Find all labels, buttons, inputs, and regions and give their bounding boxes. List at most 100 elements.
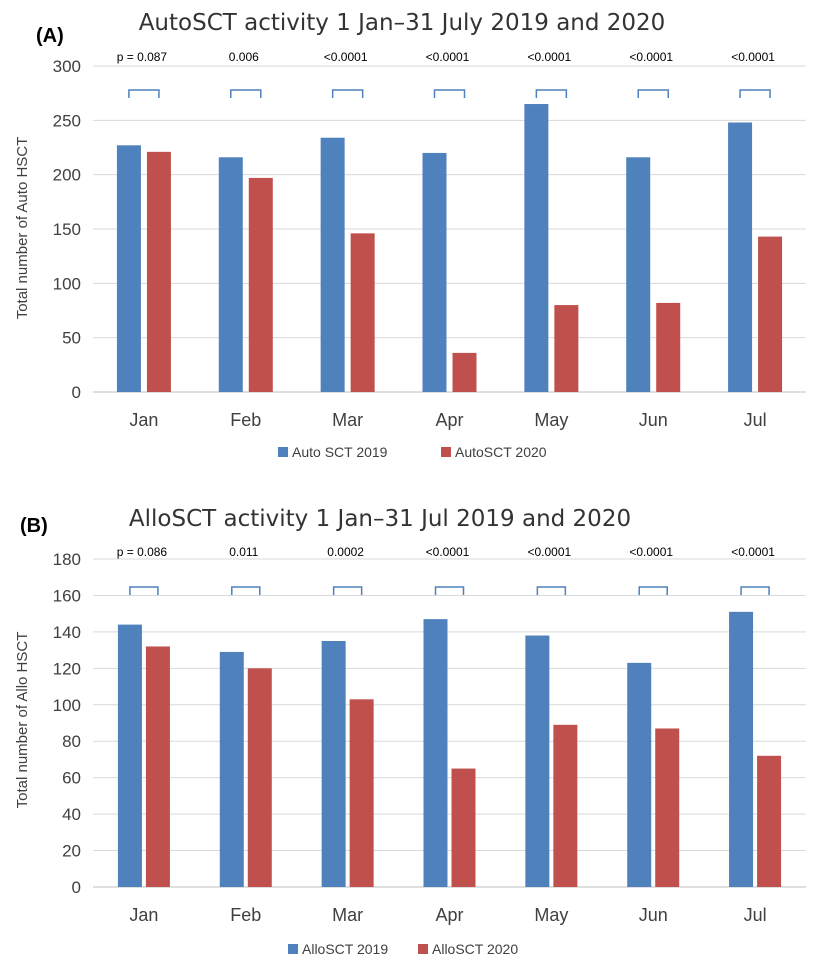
chart-a-p-value: 0.006 — [229, 50, 259, 64]
chart-b-bar-series1 — [423, 619, 448, 887]
chart-a-svg: (A) AutoSCT activity 1 Jan–31 July 2019 … — [14, 10, 806, 460]
chart-a-significance-bracket — [535, 89, 568, 98]
chart-a-xtick-label: May — [534, 410, 568, 430]
chart-a-p-value: <0.0001 — [731, 50, 775, 64]
chart-a-p-value: <0.0001 — [324, 50, 368, 64]
chart-b-xtick-label: Jul — [744, 905, 767, 925]
chart-a-bar-series1 — [524, 104, 549, 393]
chart-a-significance-bracket — [230, 89, 262, 98]
chart-b-bar-series1 — [117, 624, 142, 887]
chart-b-significance-bracket — [638, 586, 668, 595]
chart-a-xtick-label: Jun — [639, 410, 668, 430]
chart-a-significance-bracket — [637, 89, 669, 98]
chart-b-bar-series2 — [655, 728, 680, 887]
chart-a-p-value: <0.0001 — [426, 50, 470, 64]
chart-b-bar-series2 — [349, 699, 374, 887]
chart-a-bar-series2 — [146, 151, 171, 392]
chart-b-ytick-label: 80 — [62, 732, 81, 751]
chart-a-ytick-label: 100 — [53, 274, 81, 293]
chart-b-bar-series2 — [145, 646, 170, 887]
chart-a-xtick-label: Jul — [744, 410, 767, 430]
chart-a-ytick-label: 50 — [62, 329, 81, 348]
chart-a-bar-series1 — [320, 137, 345, 392]
chart-a-ytick-label: 0 — [72, 383, 81, 402]
chart-a-p-value: <0.0001 — [527, 50, 571, 64]
chart-b-significance-bracket — [740, 586, 770, 595]
chart-b-ytick-label: 120 — [53, 659, 81, 678]
chart-b-title: AlloSCT activity 1 Jan–31 Jul 2019 and 2… — [129, 506, 631, 532]
chart-a-xtick-label: Mar — [332, 410, 363, 430]
chart-a-significance-bracket — [433, 89, 466, 98]
chart-panel-a: (A) AutoSCT activity 1 Jan–31 July 2019 … — [0, 0, 823, 480]
chart-b-bar-series1 — [627, 662, 652, 887]
chart-b-significance-bracket — [332, 586, 363, 595]
chart-b-xtick-label: Apr — [435, 905, 463, 925]
chart-b-bar-series1 — [729, 611, 754, 887]
chart-b-p-value: <0.0001 — [527, 545, 571, 559]
chart-a-bar-series1 — [218, 157, 243, 392]
chart-b-xtick-label: Jun — [639, 905, 668, 925]
chart-b-ytick-label: 20 — [62, 842, 81, 861]
chart-b-significance-bracket — [231, 586, 261, 595]
chart-b-legend-swatch — [288, 944, 298, 954]
chart-a-bar-series2 — [350, 233, 375, 392]
chart-b-legend-label: AlloSCT 2020 — [432, 941, 518, 957]
chart-a-bar-series1 — [626, 157, 651, 392]
chart-a-xtick-label: Feb — [230, 410, 261, 430]
chart-b-xtick-label: May — [534, 905, 568, 925]
chart-b-p-value: <0.0001 — [731, 545, 775, 559]
chart-b-significance-bracket — [129, 586, 159, 595]
chart-a-bar-series2 — [248, 177, 273, 392]
chart-a-legend-label: Auto SCT 2019 — [292, 444, 388, 460]
chart-b-p-value: <0.0001 — [426, 545, 470, 559]
chart-b-ytick-label: 180 — [53, 550, 81, 569]
chart-b-bar-series2 — [247, 668, 272, 887]
chart-a-bar-series2 — [452, 352, 477, 392]
chart-a-bar-series2 — [758, 236, 783, 392]
chart-a-title: AutoSCT activity 1 Jan–31 July 2019 and … — [139, 10, 666, 36]
chart-a-bar-series2 — [554, 305, 579, 392]
chart-b-xtick-label: Jan — [129, 905, 158, 925]
chart-a-p-value: <0.0001 — [629, 50, 673, 64]
chart-b-bar-series2 — [553, 724, 578, 887]
chart-b-ytick-label: 60 — [62, 769, 81, 788]
chart-a-bar-series2 — [656, 302, 681, 392]
chart-b-p-value: <0.0001 — [629, 545, 673, 559]
chart-a-legend-swatch — [278, 447, 288, 457]
panel-label-b: (B) — [20, 515, 48, 537]
chart-b-bar-series1 — [321, 641, 346, 887]
chart-a-ylabel: Total number of Auto HSCT — [14, 137, 31, 320]
chart-b-significance-bracket — [434, 586, 465, 595]
chart-a-significance-bracket — [128, 89, 160, 98]
chart-a-bar-series1 — [116, 145, 141, 392]
chart-a-significance-bracket — [331, 89, 364, 98]
chart-a-bar-series1 — [422, 152, 447, 392]
chart-a-ytick-label: 250 — [53, 111, 81, 130]
chart-b-legend-label: AlloSCT 2019 — [302, 941, 388, 957]
chart-b-ytick-label: 160 — [53, 586, 81, 605]
chart-a-legend-label: AutoSCT 2020 — [455, 444, 547, 460]
chart-b-significance-bracket — [536, 586, 567, 595]
chart-a-bar-series1 — [728, 122, 753, 393]
chart-b-p-value: p = 0.086 — [117, 545, 168, 559]
chart-b-bar-series2 — [757, 755, 782, 887]
chart-b-p-value: 0.011 — [229, 545, 258, 559]
chart-a-ytick-label: 300 — [53, 57, 81, 76]
chart-a-significance-bracket — [739, 89, 771, 98]
chart-b-p-value: 0.0002 — [327, 545, 364, 559]
panel-label-a: (A) — [36, 25, 64, 47]
chart-b-bar-series1 — [525, 635, 550, 887]
chart-b-legend-swatch — [418, 944, 428, 954]
chart-panel-b: (B) AlloSCT activity 1 Jan–31 Jul 2019 a… — [0, 480, 823, 963]
chart-a-xtick-label: Jan — [129, 410, 158, 430]
chart-a-xtick-label: Apr — [435, 410, 463, 430]
chart-b-xtick-label: Feb — [230, 905, 261, 925]
chart-a-p-value: p = 0.087 — [117, 50, 168, 64]
chart-a-legend-swatch — [441, 447, 451, 457]
chart-b-xtick-label: Mar — [332, 905, 363, 925]
chart-a-ytick-label: 150 — [53, 220, 81, 239]
chart-b-ytick-label: 40 — [62, 805, 81, 824]
chart-b-ylabel: Total number of Allo HSCT — [14, 632, 31, 809]
chart-a-ytick-label: 200 — [53, 166, 81, 185]
chart-b-bar-series2 — [451, 768, 476, 887]
